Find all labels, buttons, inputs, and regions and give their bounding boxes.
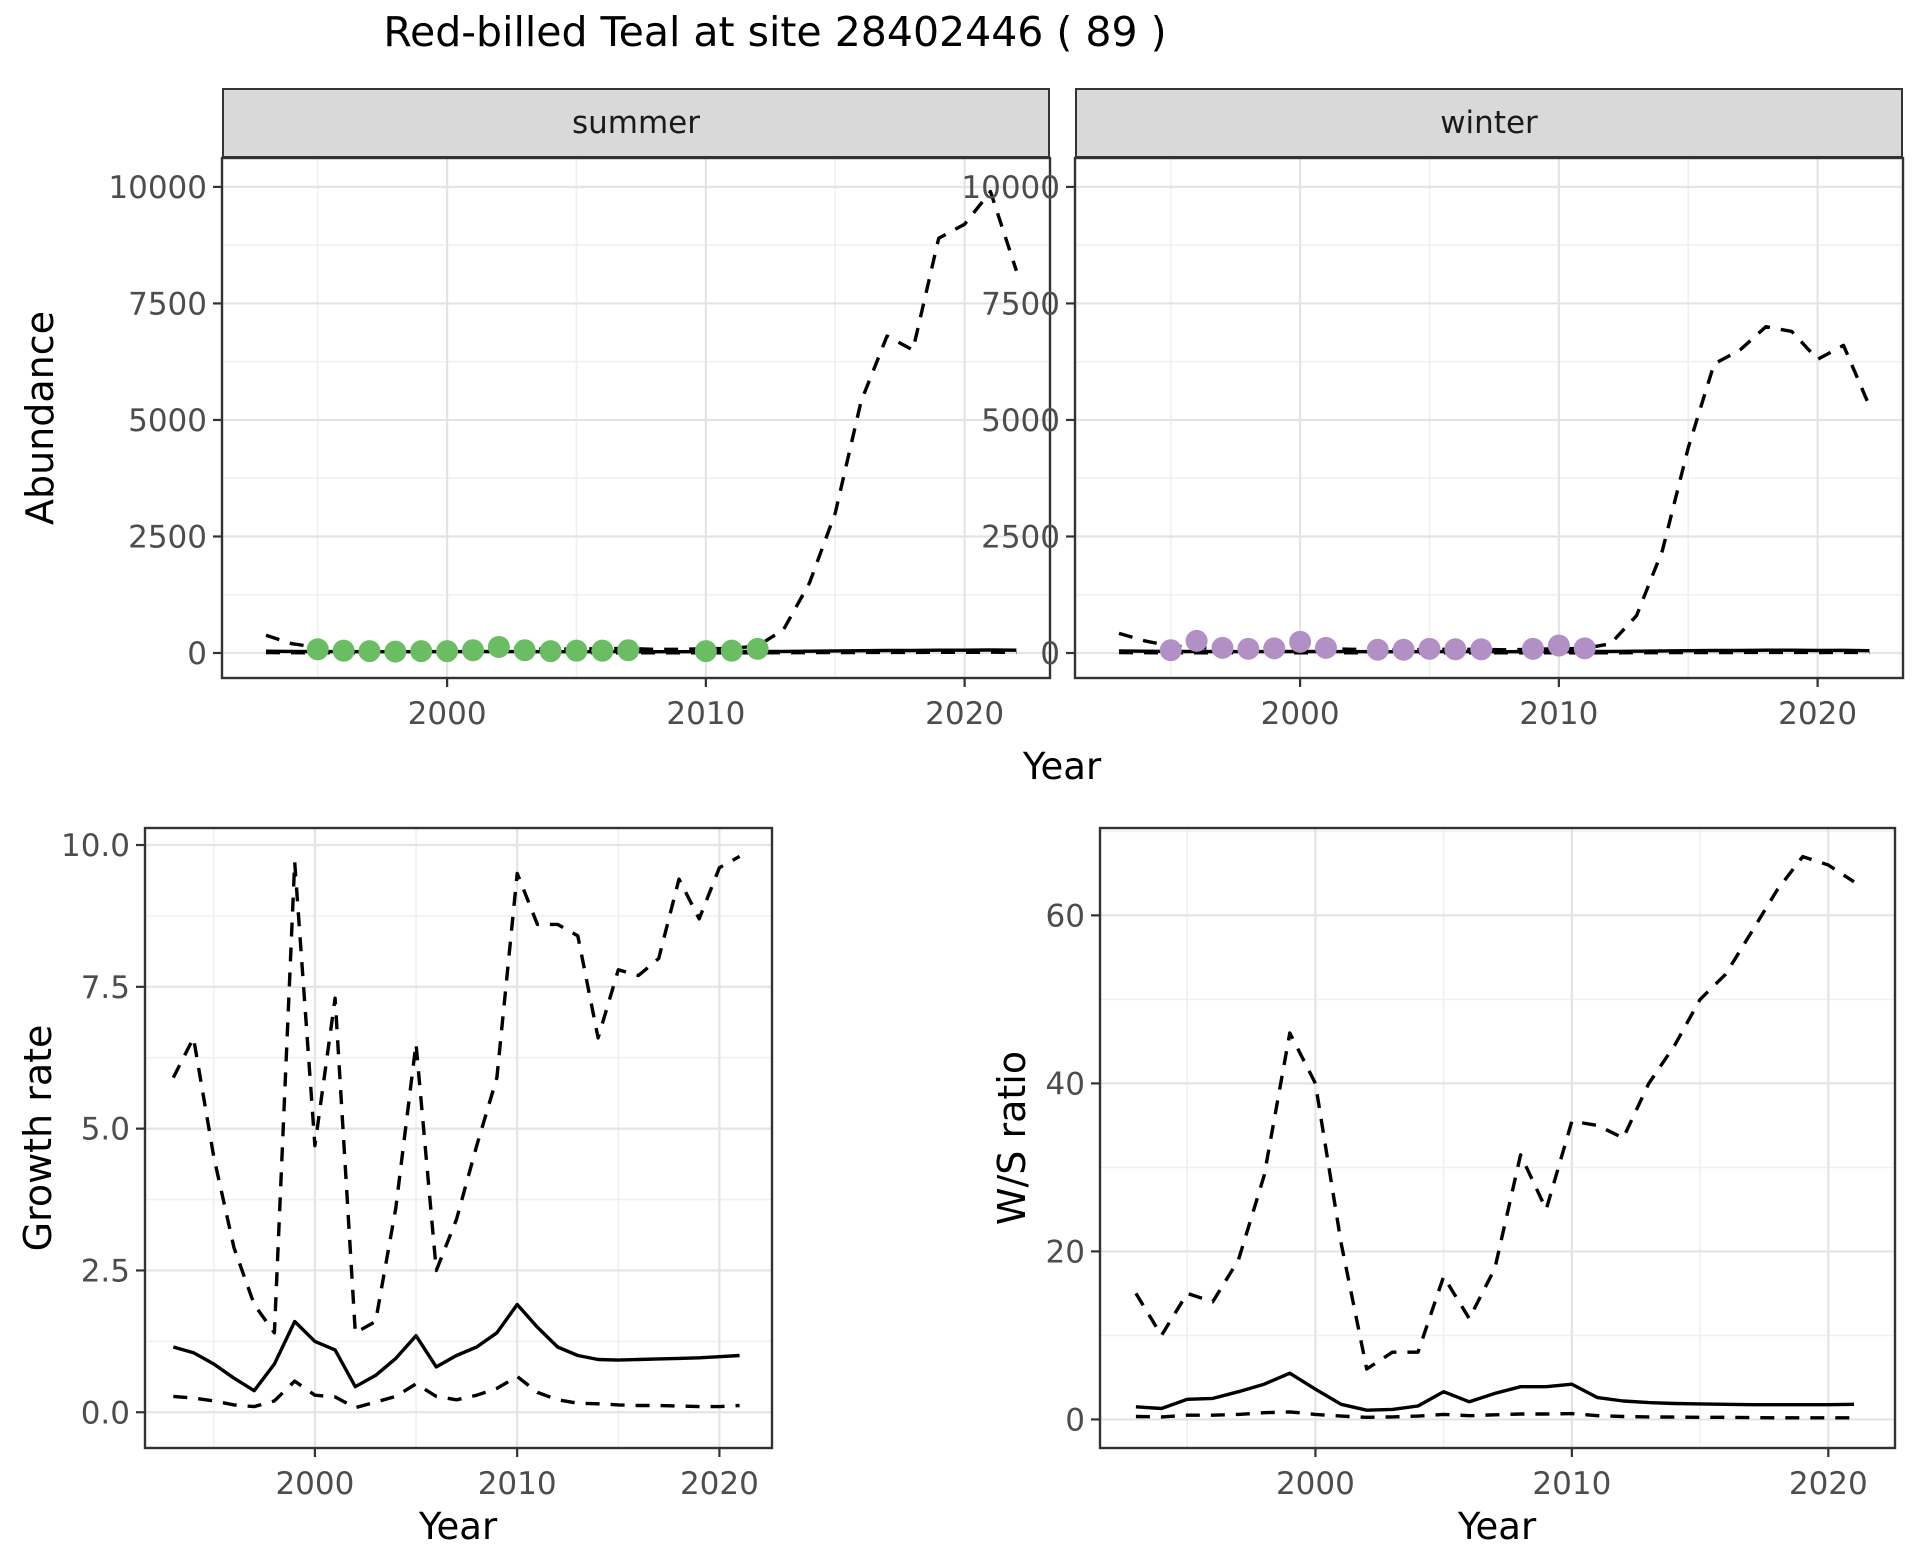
y-tick-label: 0 [1040,636,1060,672]
x-tick-label: 2020 [1789,1466,1868,1502]
observed-count-point [1521,637,1544,660]
y-tick-label: 5.0 [81,1112,130,1148]
observed-count-point [306,638,329,661]
series-median-line [172,1302,740,1393]
y-tick-label: 0.0 [81,1395,130,1431]
observed-count-point [487,635,510,658]
observed-count-point [1211,636,1234,659]
series-upper-95ci-line [1134,854,1855,1371]
observed-count-point [384,640,407,663]
observed-count-point [746,637,769,660]
observed-count-point [358,640,381,663]
observed-count-point [720,639,743,662]
observed-count-point [1444,638,1467,661]
series-median-line [1135,1371,1855,1412]
growth-rate-axis-title: Growth rate [16,1024,60,1252]
x-tick-label: 2010 [1532,1466,1611,1502]
observed-count-point [1263,637,1286,660]
series-upper-95ci-line [171,854,741,1335]
x-tick-label: 2020 [680,1466,759,1502]
observed-count-point [1185,629,1208,652]
observed-count-point [1547,634,1570,657]
y-tick-label: 10000 [108,170,207,206]
series-lower-95ci-line [1135,1410,1854,1420]
facet-strip-summer-label: summer [571,105,700,141]
x-tick-label: 2010 [478,1466,557,1502]
y-tick-label: 2.5 [81,1253,130,1289]
observed-count-point [410,640,433,663]
panel-border [1098,826,1897,1450]
abundance-axis-title: Abundance [18,310,62,526]
y-tick-label: 5000 [981,403,1060,439]
observed-count-point [332,639,355,662]
panel-growth-rate: 2000 2010 2020 0.0 2.5 5.0 7.5 10.0 [61,826,774,1502]
y-tick-label: 7.5 [81,970,130,1006]
observed-count-point [513,639,536,662]
x-tick-label: 2000 [408,696,487,732]
x-tick-label: 2010 [666,696,745,732]
top-year-axis-title: Year [1022,745,1102,788]
observed-count-point [1392,638,1415,661]
facet-strip-winter-label: winter [1440,105,1538,141]
ws-ratio-axis-title: W/S ratio [990,1050,1034,1226]
observed-count-point [461,639,484,662]
x-tick-label: 2020 [925,696,1004,732]
observed-count-point [1573,637,1596,660]
observed-count-point [1289,630,1312,653]
observed-count-point [1366,638,1389,661]
y-tick-label: 60 [1046,898,1085,934]
facet-strip-summer: summer [222,88,1050,158]
y-tick-label: 0 [1065,1402,1085,1438]
observed-count-point [591,639,614,662]
y-tick-label: 20 [1046,1234,1085,1270]
y-tick-label: 2500 [981,519,1060,555]
panel-border [1073,156,1905,680]
panel-border [143,826,774,1450]
panel-border [220,156,1052,680]
observed-count-point [1314,636,1337,659]
observed-count-point [539,640,562,663]
series-lower-95ci-line [173,1374,740,1410]
facet-strip-winter: winter [1075,88,1903,158]
observed-count-point [617,639,640,662]
observed-count-point [1159,639,1182,662]
growth-rate-year-axis-title: Year [418,1505,498,1548]
y-tick-label: 7500 [981,286,1060,322]
observed-count-point [436,640,459,663]
y-tick-label: 10000 [961,170,1060,206]
y-tick-label: 10.0 [61,828,130,864]
panel-winter: 2000 2010 2020 0 2500 5000 7500 10000 [961,156,1905,732]
observed-count-point [565,639,588,662]
x-tick-label: 2000 [1261,696,1340,732]
observed-count-point [1470,638,1493,661]
y-tick-label: 2500 [128,519,207,555]
observed-count-point [1418,637,1441,660]
panel-summer: 2000 2010 2020 0 2500 5000 7500 10000 [108,156,1052,732]
observed-count-point [694,640,717,663]
y-tick-label: 0 [187,636,207,672]
x-tick-label: 2020 [1778,696,1857,732]
y-tick-label: 7500 [128,286,207,322]
ws-ratio-year-axis-title: Year [1457,1505,1537,1548]
y-tick-label: 5000 [128,403,207,439]
observed-count-point [1237,637,1260,660]
x-tick-label: 2010 [1519,696,1598,732]
y-tick-label: 40 [1046,1066,1085,1102]
x-tick-label: 2000 [275,1466,354,1502]
x-tick-label: 2000 [1276,1466,1355,1502]
plot-title: Red-billed Teal at site 28402446 ( 89 ) [383,8,1167,56]
panel-ws-ratio: 2000 2010 2020 0 20 40 60 [1046,826,1897,1502]
